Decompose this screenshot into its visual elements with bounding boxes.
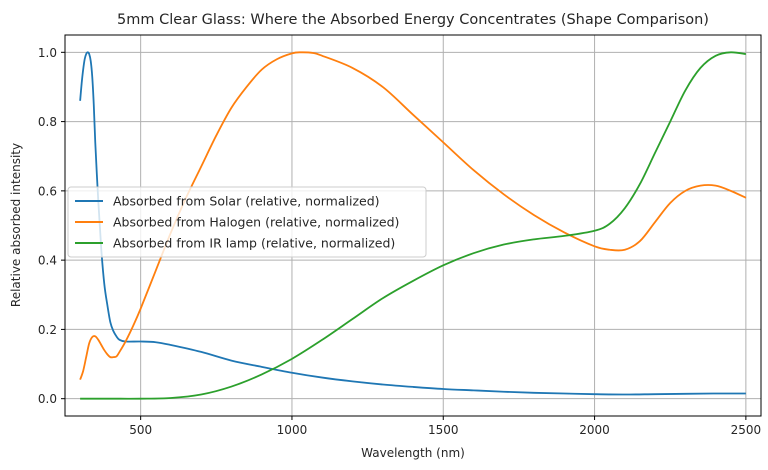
x-tick-label: 1500 [428, 423, 459, 437]
legend-label-ir-lamp: Absorbed from IR lamp (relative, normali… [113, 236, 395, 251]
legend-label-halogen: Absorbed from Halogen (relative, normali… [113, 215, 399, 230]
y-tick-label: 0.8 [38, 115, 57, 129]
x-tick-label: 1000 [277, 423, 308, 437]
chart-title: 5mm Clear Glass: Where the Absorbed Ener… [117, 12, 709, 28]
series-line-solar [79, 51, 746, 396]
series-lines [79, 51, 747, 400]
legend-label-solar: Absorbed from Solar (relative, normalize… [113, 194, 380, 209]
x-tick-label: 500 [129, 423, 152, 437]
legend: Absorbed from Solar (relative, normalize… [67, 186, 427, 258]
series-line-halogen [79, 51, 747, 380]
y-tick-label: 0.4 [38, 254, 57, 268]
x-tick-label: 2000 [579, 423, 610, 437]
x-tick-label: 2500 [731, 423, 762, 437]
y-tick-label: 0.2 [38, 323, 57, 337]
y-tick-label: 0.0 [38, 392, 57, 406]
legend-box [67, 186, 427, 258]
y-axis-label: Relative absorbed intensity [9, 143, 23, 307]
axis-ticks: 500 1000 1500 2000 2500 0.0 0.2 0.4 0.6 0.8 1.0 [38, 46, 761, 437]
y-tick-label: 0.6 [38, 184, 57, 198]
series-line-ir-lamp [80, 51, 746, 400]
y-tick-label: 1.0 [38, 46, 57, 60]
x-axis-label: Wavelength (nm) [361, 446, 465, 460]
plot-frame [64, 34, 762, 417]
